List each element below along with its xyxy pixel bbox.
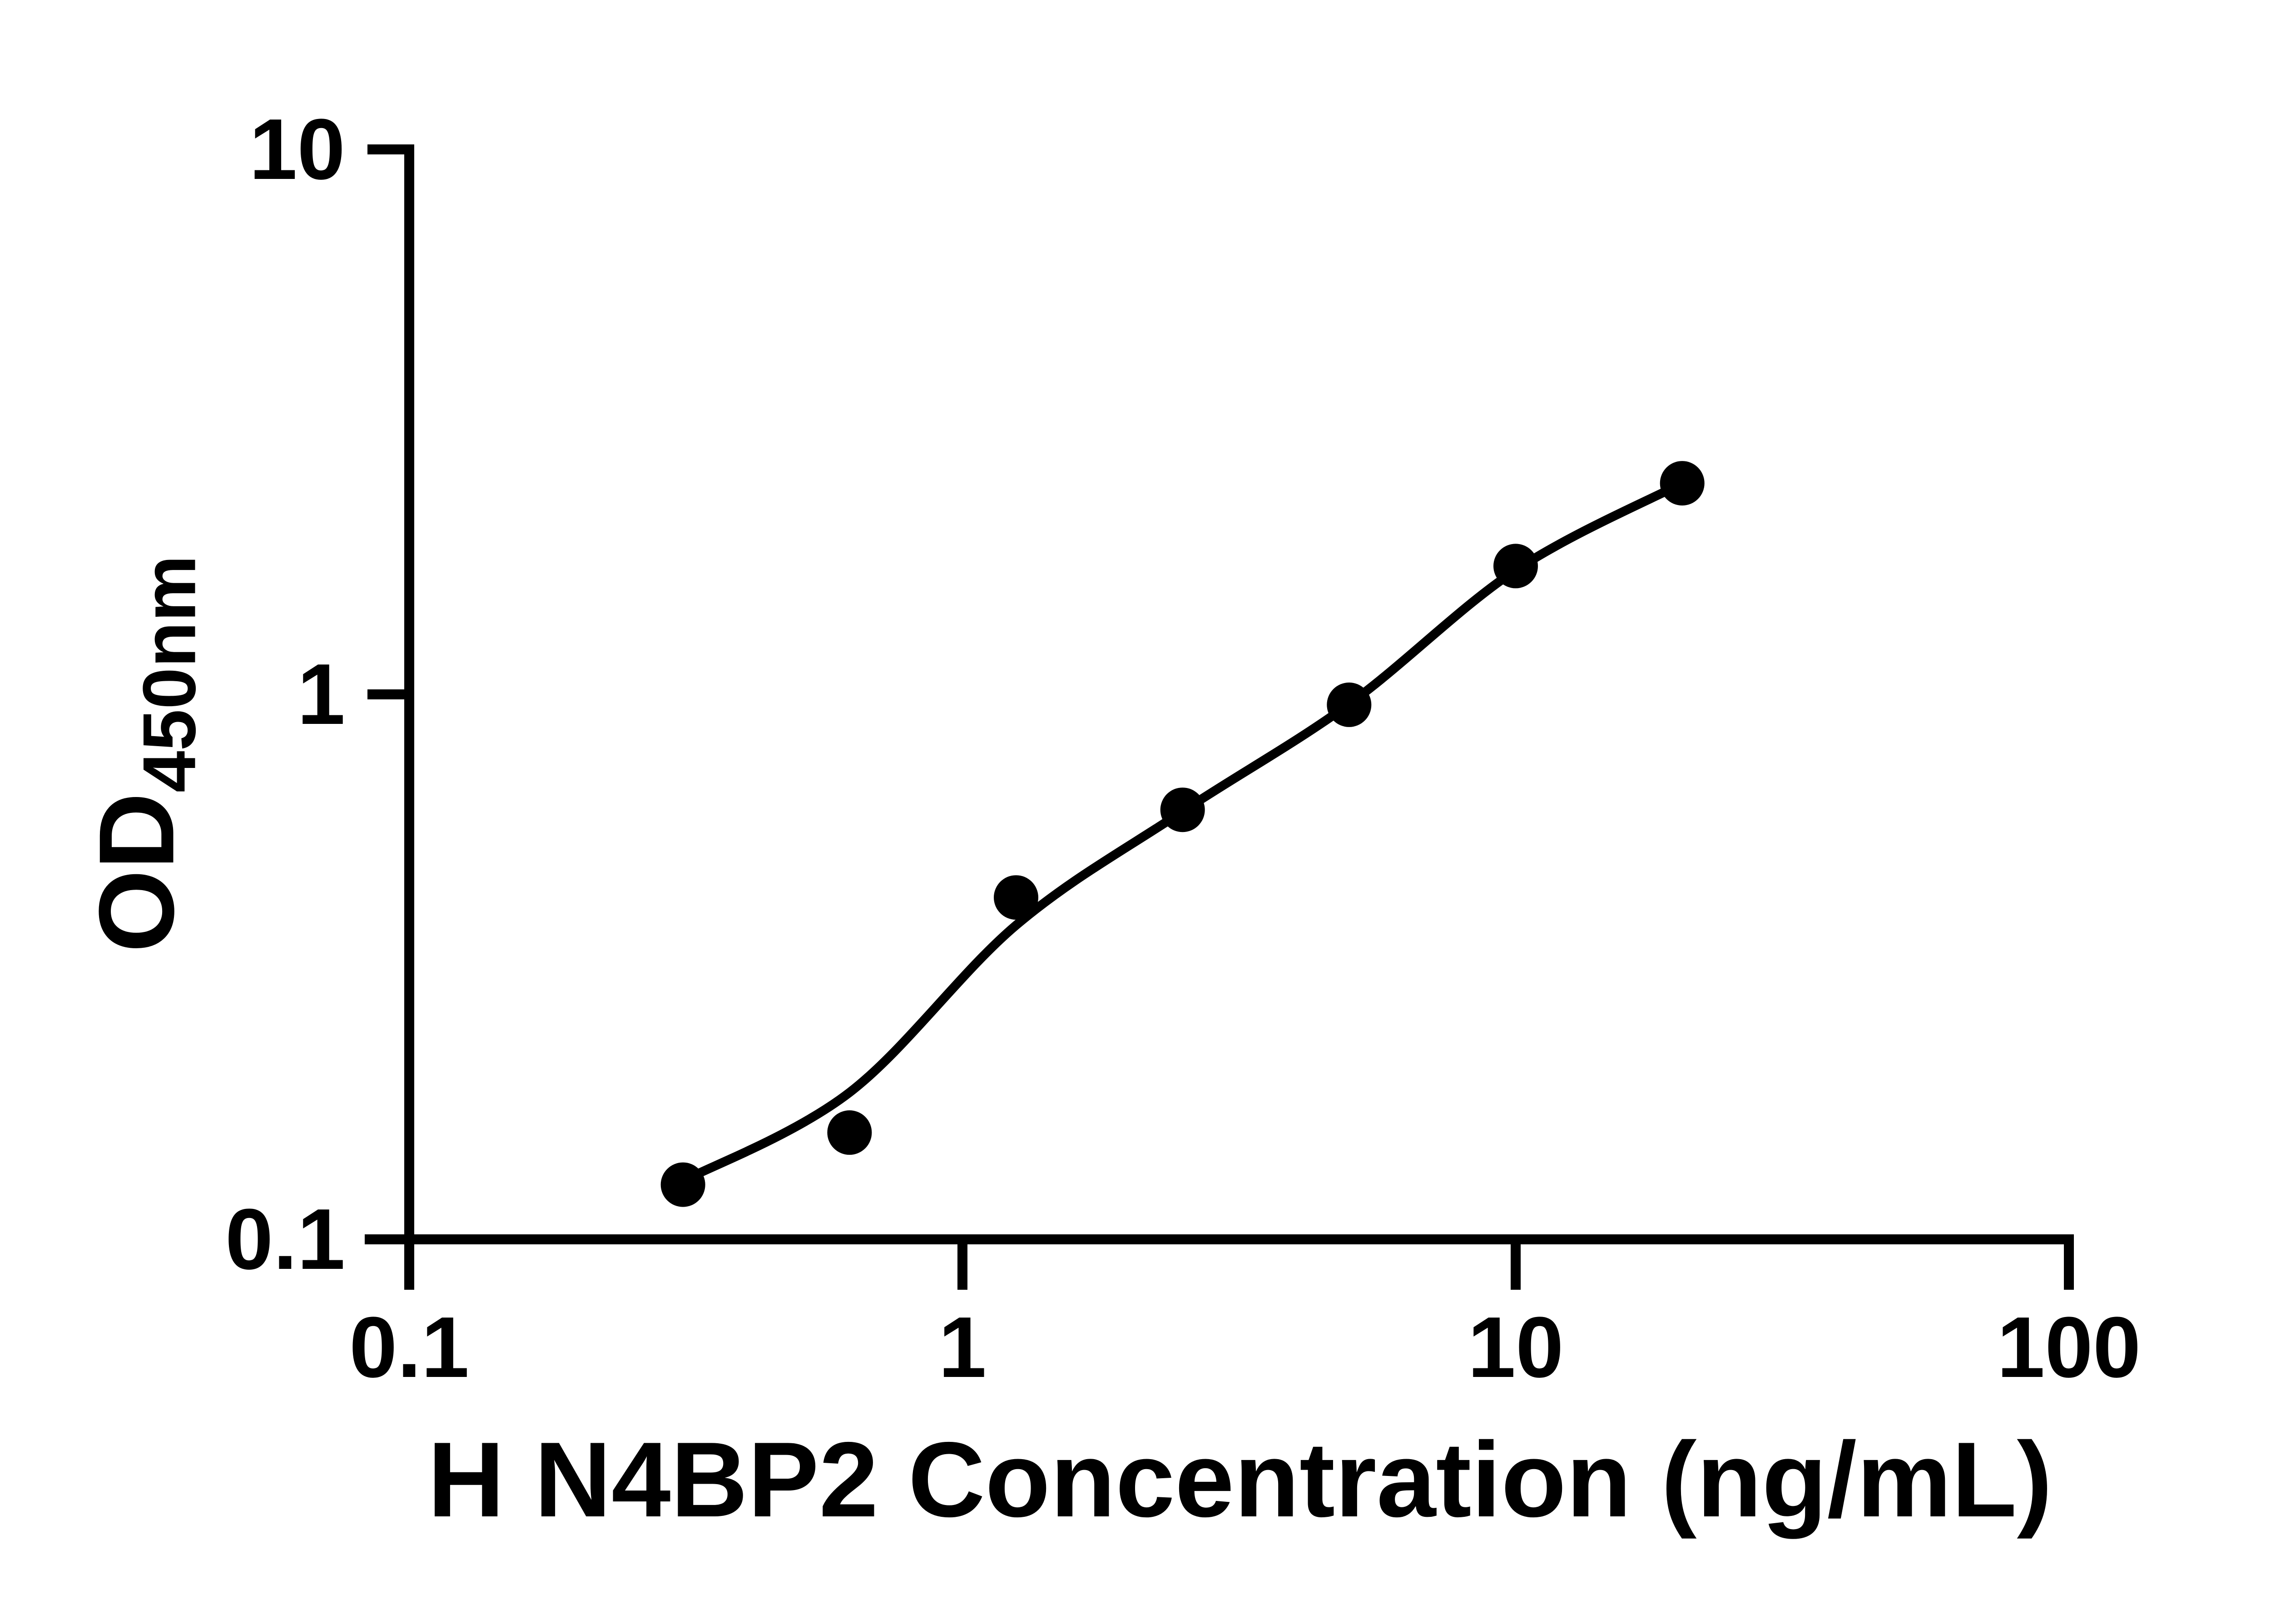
y-axis-title: OD450nm <box>77 555 211 952</box>
data-point-marker <box>1327 682 1372 727</box>
data-point-marker <box>1160 787 1205 832</box>
data-point-marker <box>1660 461 1705 506</box>
x-axis-title: H N4BP2 Concentration (ng/mL) <box>427 1420 2053 1539</box>
data-point-marker <box>827 1110 872 1155</box>
x-axis-tick-label: 0.1 <box>349 1299 470 1396</box>
data-point-marker <box>1493 544 1538 589</box>
x-axis-tick-label: 100 <box>1997 1299 2141 1396</box>
data-point-marker <box>660 1162 705 1207</box>
data-point-marker <box>994 875 1038 920</box>
y-axis-tick-label: 10 <box>249 101 345 198</box>
y-axis-title-subscript: 450nm <box>127 555 211 793</box>
y-axis-tick-label: 1 <box>297 646 345 743</box>
y-axis-title-main: OD <box>76 792 196 953</box>
y-axis-tick-label: 0.1 <box>225 1191 345 1287</box>
x-axis-tick-label: 1 <box>938 1299 987 1396</box>
x-axis-tick-label: 10 <box>1468 1299 1564 1396</box>
